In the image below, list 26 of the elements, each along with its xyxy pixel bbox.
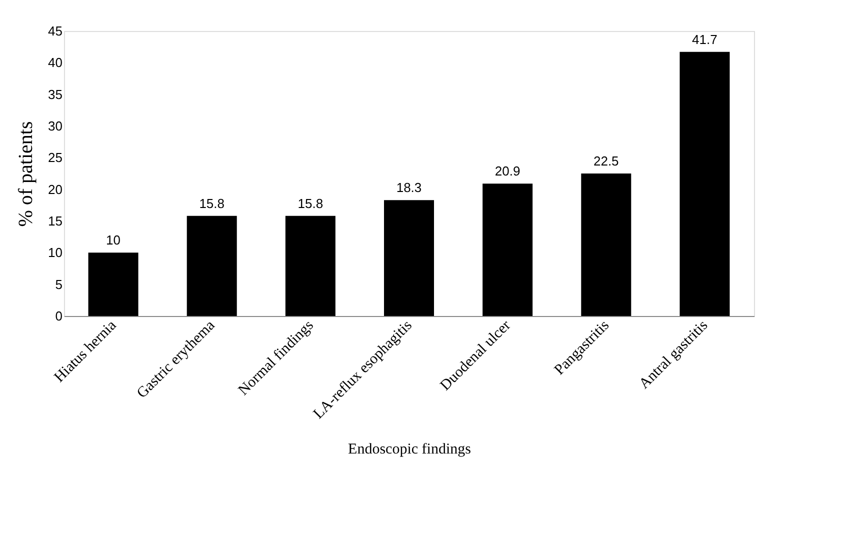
data-label: 10 bbox=[106, 232, 121, 248]
y-tick-label: 20 bbox=[48, 182, 62, 197]
bar bbox=[482, 184, 533, 316]
y-tick-label: 40 bbox=[48, 55, 62, 70]
data-label: 20.9 bbox=[494, 164, 520, 179]
bar bbox=[384, 200, 434, 316]
data-label: 15.8 bbox=[298, 196, 324, 211]
y-tick-label: 10 bbox=[48, 245, 62, 260]
bar bbox=[285, 216, 336, 316]
x-axis-title: Endoscopic findings bbox=[348, 442, 472, 458]
data-label: 15.8 bbox=[199, 196, 225, 211]
y-tick-label: 30 bbox=[48, 118, 62, 134]
data-label: 22.5 bbox=[593, 154, 619, 168]
y-tick-label: 0 bbox=[55, 308, 62, 324]
bar bbox=[680, 52, 730, 316]
bar bbox=[88, 252, 138, 316]
data-label: 18.3 bbox=[396, 180, 422, 196]
bar bbox=[581, 174, 632, 316]
y-tick-label: 45 bbox=[48, 24, 62, 38]
y-tick-label: 25 bbox=[48, 150, 62, 166]
data-label: 41.7 bbox=[692, 32, 718, 47]
bar bbox=[186, 216, 237, 316]
y-tick-label: 15 bbox=[48, 214, 62, 228]
y-tick-label: 5 bbox=[55, 276, 62, 292]
y-tick-label: 35 bbox=[48, 86, 62, 102]
y-axis-title: % of patients bbox=[15, 121, 38, 227]
